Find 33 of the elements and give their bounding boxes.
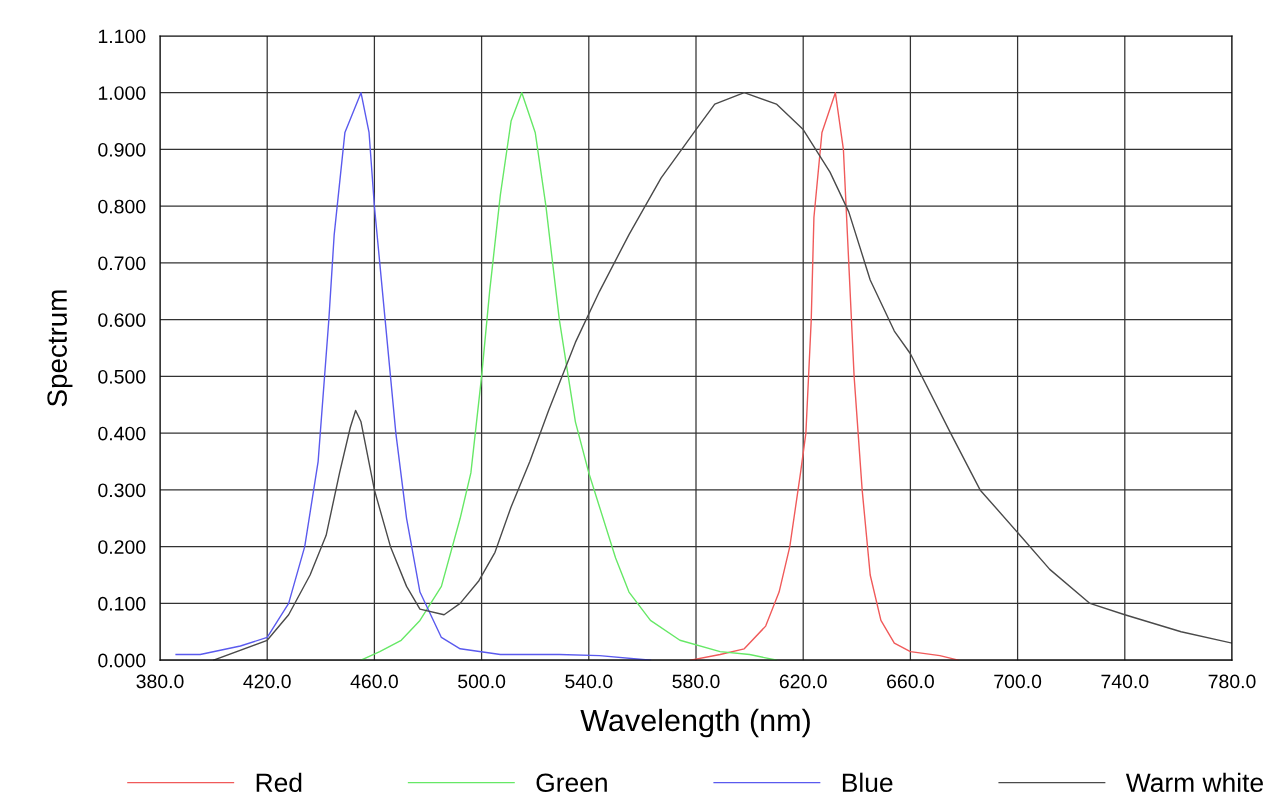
y-tick-label: 0.500 [98, 369, 146, 384]
legend-label: Red [256, 772, 302, 793]
y-tick-label: 0.400 [98, 426, 146, 441]
x-tick-label: 700.0 [994, 674, 1042, 689]
legend-label: Blue [842, 772, 893, 793]
line-series [360, 92, 778, 661]
y-tick-label: 0.200 [98, 540, 146, 554]
y-tick-label: 0.300 [98, 483, 146, 498]
line-series [175, 92, 652, 661]
x-tick-label: 660.0 [887, 674, 934, 689]
y-tick-label: 0.700 [98, 256, 146, 271]
x-tick-label: 380.0 [136, 674, 184, 689]
x-tick-label: 620.0 [779, 674, 827, 689]
y-tick-label: 0.100 [98, 596, 146, 611]
y-tick-label: 0.800 [98, 199, 146, 214]
x-tick-label: 460.0 [350, 674, 398, 689]
x-axis-title: Wavelength (nm) [580, 708, 810, 738]
y-tick-label: 1.000 [98, 86, 146, 100]
y-tick-label: 0.600 [98, 313, 146, 327]
y-tick-label: 0.900 [98, 142, 146, 157]
x-tick-label: 500.0 [458, 674, 506, 689]
legend-label: Green [536, 773, 607, 793]
x-tick-label: 740.0 [1101, 674, 1149, 689]
y-tick-label: 0.000 [98, 653, 146, 668]
x-tick-label: 420.0 [243, 674, 291, 689]
legend-label: Warm white [1125, 772, 1263, 793]
y-tick-label: 1.100 [98, 29, 146, 44]
y-axis-title: Spectrum [47, 290, 73, 407]
x-tick-label: 580.0 [672, 674, 720, 689]
line-series [689, 92, 960, 661]
x-tick-label: 780.0 [1208, 674, 1256, 689]
x-tick-label: 540.0 [565, 674, 613, 689]
line-series [212, 92, 1232, 661]
